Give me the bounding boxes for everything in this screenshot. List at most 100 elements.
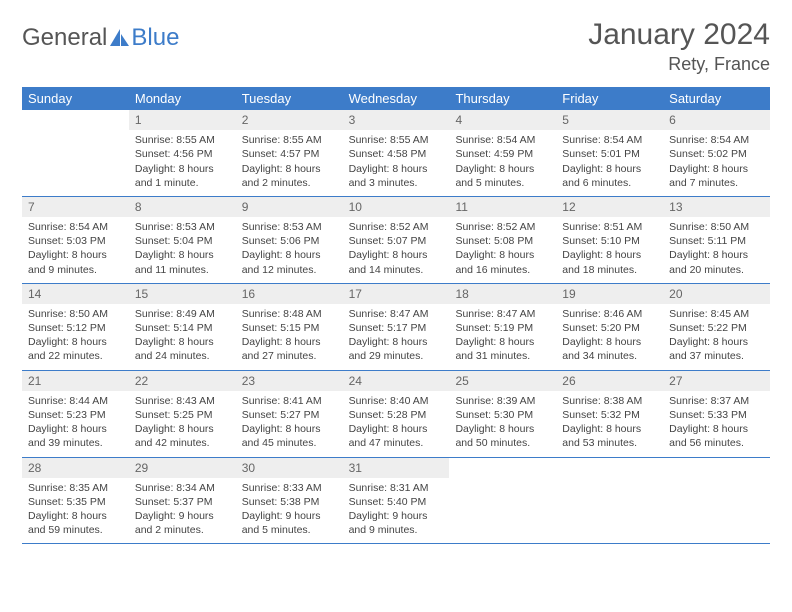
day-header-sat: Saturday [663, 87, 770, 110]
day-info: Sunrise: 8:40 AMSunset: 5:28 PMDaylight:… [343, 394, 450, 451]
day-info: Sunrise: 8:41 AMSunset: 5:27 PMDaylight:… [236, 394, 343, 451]
header: General Blue January 2024 Rety, France [22, 18, 770, 75]
sunset-text: Sunset: 5:04 PM [135, 234, 230, 248]
day-number: 18 [449, 284, 556, 304]
day-number: 6 [663, 110, 770, 130]
sunset-text: Sunset: 5:08 PM [455, 234, 550, 248]
sunrise-text: Sunrise: 8:54 AM [455, 133, 550, 147]
daylight-text: Daylight: 8 hours and 39 minutes. [28, 422, 123, 450]
sunset-text: Sunset: 5:02 PM [669, 147, 764, 161]
sunrise-text: Sunrise: 8:50 AM [669, 220, 764, 234]
day-info: Sunrise: 8:50 AMSunset: 5:12 PMDaylight:… [22, 307, 129, 364]
day-header-row: Sunday Monday Tuesday Wednesday Thursday… [22, 87, 770, 110]
day-info: Sunrise: 8:55 AMSunset: 4:58 PMDaylight:… [343, 133, 450, 190]
sunrise-text: Sunrise: 8:54 AM [28, 220, 123, 234]
day-cell: 28Sunrise: 8:35 AMSunset: 5:35 PMDayligh… [22, 458, 129, 544]
day-cell: 24 Sunrise: 8:40 AMSunset: 5:28 PMDayligh… [343, 371, 450, 457]
sunset-text: Sunset: 5:37 PM [135, 495, 230, 509]
day-number: 16 [236, 284, 343, 304]
sunrise-text: Sunrise: 8:54 AM [669, 133, 764, 147]
sunrise-text: Sunrise: 8:55 AM [242, 133, 337, 147]
day-info: Sunrise: 8:31 AMSunset: 5:40 PMDaylight:… [343, 481, 450, 538]
day-cell: 18 Sunrise: 8:47 AMSunset: 5:19 PMDayligh… [449, 284, 556, 370]
daylight-text: Daylight: 8 hours and 18 minutes. [562, 248, 657, 276]
day-number: 22 [129, 371, 236, 391]
sunrise-text: Sunrise: 8:52 AM [455, 220, 550, 234]
day-info: Sunrise: 8:55 AMSunset: 4:57 PMDaylight:… [236, 133, 343, 190]
sunrise-text: Sunrise: 8:45 AM [669, 307, 764, 321]
sunrise-text: Sunrise: 8:35 AM [28, 481, 123, 495]
day-info: Sunrise: 8:44 AMSunset: 5:23 PMDaylight:… [22, 394, 129, 451]
day-cell [22, 110, 129, 196]
day-info: Sunrise: 8:54 AMSunset: 5:01 PMDaylight:… [556, 133, 663, 190]
day-info: Sunrise: 8:34 AMSunset: 5:37 PMDaylight:… [129, 481, 236, 538]
day-cell: 15Sunrise: 8:49 AMSunset: 5:14 PMDayligh… [129, 284, 236, 370]
day-number: 10 [343, 197, 450, 217]
day-cell [663, 458, 770, 544]
sunset-text: Sunset: 5:38 PM [242, 495, 337, 509]
day-cell [449, 458, 556, 544]
day-cell: 21Sunrise: 8:44 AMSunset: 5:23 PMDayligh… [22, 371, 129, 457]
sunrise-text: Sunrise: 8:43 AM [135, 394, 230, 408]
week-row: 7Sunrise: 8:54 AMSunset: 5:03 PMDaylight… [22, 197, 770, 284]
sunrise-text: Sunrise: 8:37 AM [669, 394, 764, 408]
daylight-text: Daylight: 8 hours and 56 minutes. [669, 422, 764, 450]
day-cell: 6Sunrise: 8:54 AMSunset: 5:02 PMDaylight… [663, 110, 770, 196]
day-cell: 2 Sunrise: 8:55 AMSunset: 4:57 PMDaylight… [236, 110, 343, 196]
daylight-text: Daylight: 8 hours and 29 minutes. [349, 335, 444, 363]
brand-part1: General [22, 24, 107, 52]
day-number: 8 [129, 197, 236, 217]
day-info: Sunrise: 8:53 AMSunset: 5:04 PMDaylight:… [129, 220, 236, 277]
daylight-text: Daylight: 8 hours and 2 minutes. [242, 162, 337, 190]
day-cell: 23 Sunrise: 8:41 AMSunset: 5:27 PMDayligh… [236, 371, 343, 457]
sunrise-text: Sunrise: 8:52 AM [349, 220, 444, 234]
day-info: Sunrise: 8:47 AMSunset: 5:19 PMDaylight:… [449, 307, 556, 364]
day-number: 19 [556, 284, 663, 304]
day-info: Sunrise: 8:49 AMSunset: 5:14 PMDaylight:… [129, 307, 236, 364]
daylight-text: Daylight: 8 hours and 5 minutes. [455, 162, 550, 190]
sunrise-text: Sunrise: 8:49 AM [135, 307, 230, 321]
day-cell: 8 Sunrise: 8:53 AMSunset: 5:04 PMDaylight… [129, 197, 236, 283]
daylight-text: Daylight: 8 hours and 16 minutes. [455, 248, 550, 276]
sunset-text: Sunset: 5:12 PM [28, 321, 123, 335]
sunset-text: Sunset: 4:58 PM [349, 147, 444, 161]
day-cell: 27Sunrise: 8:37 AMSunset: 5:33 PMDayligh… [663, 371, 770, 457]
sunrise-text: Sunrise: 8:55 AM [349, 133, 444, 147]
day-header-mon: Monday [129, 87, 236, 110]
week-row: 28Sunrise: 8:35 AMSunset: 5:35 PMDayligh… [22, 458, 770, 545]
day-cell: 11Sunrise: 8:52 AMSunset: 5:08 PMDayligh… [449, 197, 556, 283]
day-header-thu: Thursday [449, 87, 556, 110]
sunrise-text: Sunrise: 8:47 AM [455, 307, 550, 321]
sunrise-text: Sunrise: 8:33 AM [242, 481, 337, 495]
sunrise-text: Sunrise: 8:54 AM [562, 133, 657, 147]
sunset-text: Sunset: 5:33 PM [669, 408, 764, 422]
daylight-text: Daylight: 8 hours and 42 minutes. [135, 422, 230, 450]
daylight-text: Daylight: 9 hours and 2 minutes. [135, 509, 230, 537]
day-cell: 1Sunrise: 8:55 AMSunset: 4:56 PMDaylight… [129, 110, 236, 196]
daylight-text: Daylight: 8 hours and 11 minutes. [135, 248, 230, 276]
sunset-text: Sunset: 5:40 PM [349, 495, 444, 509]
day-cell: 29Sunrise: 8:34 AMSunset: 5:37 PMDayligh… [129, 458, 236, 544]
sunrise-text: Sunrise: 8:40 AM [349, 394, 444, 408]
day-number: 13 [663, 197, 770, 217]
calendar: Sunday Monday Tuesday Wednesday Thursday… [22, 87, 770, 544]
day-number: 24 [343, 371, 450, 391]
sunset-text: Sunset: 4:57 PM [242, 147, 337, 161]
day-info: Sunrise: 8:33 AMSunset: 5:38 PMDaylight:… [236, 481, 343, 538]
sunrise-text: Sunrise: 8:55 AM [135, 133, 230, 147]
day-number: 23 [236, 371, 343, 391]
sunset-text: Sunset: 5:23 PM [28, 408, 123, 422]
sunset-text: Sunset: 5:03 PM [28, 234, 123, 248]
day-cell: 16Sunrise: 8:48 AMSunset: 5:15 PMDayligh… [236, 284, 343, 370]
day-cell: 9Sunrise: 8:53 AMSunset: 5:06 PMDaylight… [236, 197, 343, 283]
daylight-text: Daylight: 8 hours and 1 minute. [135, 162, 230, 190]
day-number: 2 [236, 110, 343, 130]
day-info: Sunrise: 8:39 AMSunset: 5:30 PMDaylight:… [449, 394, 556, 451]
day-info: Sunrise: 8:47 AMSunset: 5:17 PMDaylight:… [343, 307, 450, 364]
sunrise-text: Sunrise: 8:53 AM [242, 220, 337, 234]
day-cell: 10Sunrise: 8:52 AMSunset: 5:07 PMDayligh… [343, 197, 450, 283]
sail-icon [109, 28, 131, 48]
day-cell [556, 458, 663, 544]
sunset-text: Sunset: 5:27 PM [242, 408, 337, 422]
day-info: Sunrise: 8:45 AMSunset: 5:22 PMDaylight:… [663, 307, 770, 364]
